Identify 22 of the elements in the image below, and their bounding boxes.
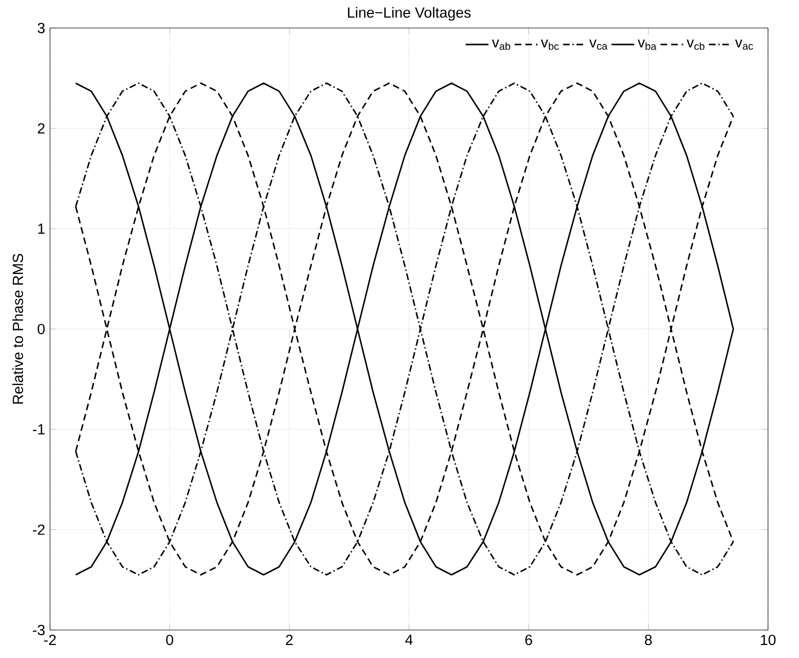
y-tick-label: 2 — [38, 123, 45, 134]
legend-label: v$_{ba}$ — [638, 40, 656, 50]
y-axis-title: Relative to Phase RMS — [12, 254, 24, 404]
y-tick-label: 3 — [38, 22, 45, 34]
legend-label: v$_{ab}$ — [492, 40, 510, 50]
x-tick-label: 6 — [525, 634, 532, 646]
y-tick-label: -1 — [32, 424, 45, 434]
y-tick-label: 0 — [38, 324, 45, 334]
chart-title: Line−Line Voltages — [348, 6, 471, 21]
x-tick-label: 0 — [166, 634, 174, 646]
legend-label: v$_{cb}$ — [686, 40, 704, 50]
legend-label: v$_{ca}$ — [589, 40, 608, 50]
x-tick-label: 8 — [644, 634, 652, 646]
x-tick-label: 2 — [286, 634, 293, 645]
x-tick-label: 4 — [405, 634, 413, 645]
y-tick-label: -3 — [32, 624, 45, 636]
legend-label: v$_{bc}$ — [540, 40, 559, 50]
y-tick-label: -2 — [32, 524, 45, 535]
y-tick-label: 1 — [38, 224, 45, 234]
x-tick-label: 10 — [760, 634, 776, 646]
legend-label: v$_{ac}$ — [735, 40, 753, 50]
x-tick-label: -2 — [44, 634, 56, 645]
